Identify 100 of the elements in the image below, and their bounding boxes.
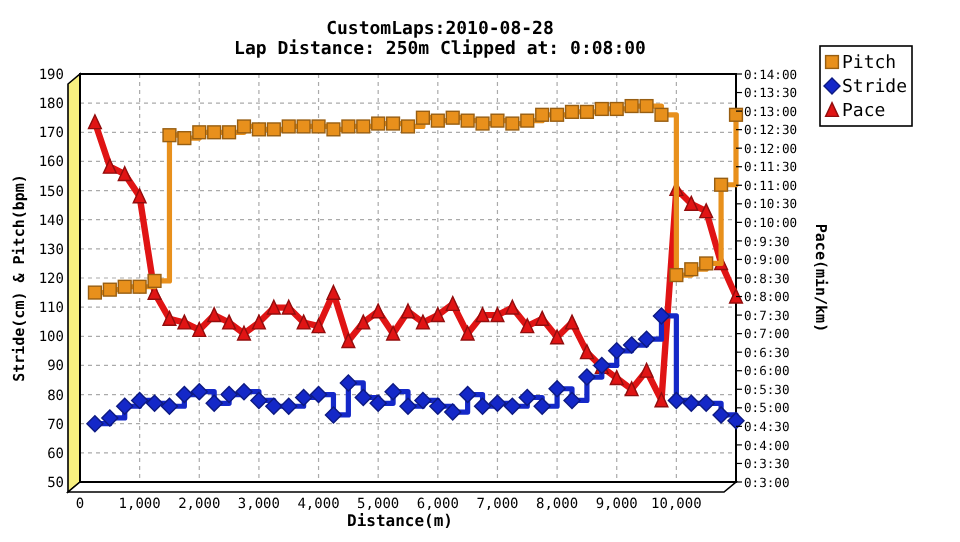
point xyxy=(579,344,595,360)
point xyxy=(475,116,490,131)
point xyxy=(147,273,162,289)
point xyxy=(728,107,744,122)
chart-title: CustomLaps:2010-08-28 xyxy=(326,20,554,40)
point xyxy=(162,310,177,326)
point xyxy=(639,362,654,378)
x-axis-title: Distance(m) xyxy=(347,512,453,530)
point xyxy=(102,282,117,297)
point xyxy=(535,107,550,122)
point xyxy=(236,119,252,134)
point xyxy=(549,107,565,122)
point xyxy=(400,303,416,319)
point xyxy=(221,314,237,330)
point xyxy=(520,318,535,334)
point xyxy=(385,325,401,341)
point xyxy=(563,391,581,410)
point xyxy=(116,397,134,415)
point xyxy=(579,104,595,119)
point xyxy=(296,314,311,330)
point xyxy=(654,107,669,122)
point xyxy=(160,397,179,415)
point xyxy=(445,295,460,312)
point xyxy=(475,306,490,323)
point xyxy=(490,306,505,323)
point xyxy=(356,119,371,134)
point xyxy=(669,267,684,283)
point xyxy=(713,177,729,192)
point xyxy=(250,391,268,410)
point xyxy=(207,306,222,323)
point xyxy=(548,380,566,398)
point xyxy=(175,385,194,404)
point xyxy=(518,388,536,407)
point xyxy=(400,119,416,134)
point xyxy=(549,329,565,345)
point xyxy=(505,116,520,131)
point xyxy=(102,158,117,174)
point xyxy=(162,128,177,143)
point xyxy=(505,299,520,315)
point xyxy=(460,113,475,128)
point xyxy=(415,110,431,125)
point xyxy=(503,397,522,415)
point xyxy=(667,391,686,410)
point xyxy=(728,288,744,304)
point xyxy=(132,188,147,204)
point xyxy=(637,330,656,348)
point xyxy=(281,299,296,315)
point xyxy=(727,412,745,430)
point xyxy=(699,203,714,219)
point xyxy=(294,388,313,407)
point xyxy=(490,113,505,128)
point xyxy=(132,279,147,294)
point xyxy=(311,119,326,134)
point xyxy=(192,125,207,140)
point xyxy=(205,394,223,413)
point xyxy=(608,342,626,360)
point xyxy=(624,98,639,114)
point xyxy=(192,321,207,338)
point xyxy=(520,113,535,128)
point xyxy=(684,195,699,211)
point xyxy=(177,314,192,330)
point xyxy=(444,403,462,421)
legend-label: Pace xyxy=(842,102,886,122)
point xyxy=(712,406,730,424)
point xyxy=(609,370,624,386)
point xyxy=(429,397,447,415)
point xyxy=(652,307,671,325)
point xyxy=(296,119,311,134)
point xyxy=(609,101,624,117)
point xyxy=(385,116,401,131)
point xyxy=(369,394,387,413)
point xyxy=(430,306,445,323)
legend-label: Pitch xyxy=(842,54,897,74)
point xyxy=(207,125,222,140)
point xyxy=(697,394,715,413)
point xyxy=(430,113,445,128)
point xyxy=(311,318,326,334)
point xyxy=(445,110,460,125)
point xyxy=(533,397,551,415)
point xyxy=(371,116,386,131)
point xyxy=(281,119,296,134)
point xyxy=(341,119,356,134)
point xyxy=(86,415,104,433)
point xyxy=(101,409,119,427)
point xyxy=(682,394,700,413)
point xyxy=(117,166,132,182)
point xyxy=(564,104,580,119)
point xyxy=(458,385,477,404)
point xyxy=(280,397,298,415)
point xyxy=(145,394,164,413)
point xyxy=(265,397,283,415)
point xyxy=(251,314,267,330)
point xyxy=(251,122,267,137)
point xyxy=(339,374,358,392)
point xyxy=(594,101,609,117)
point xyxy=(87,285,103,300)
point xyxy=(177,131,192,146)
point xyxy=(384,382,402,401)
point xyxy=(326,122,341,137)
point xyxy=(220,385,238,404)
